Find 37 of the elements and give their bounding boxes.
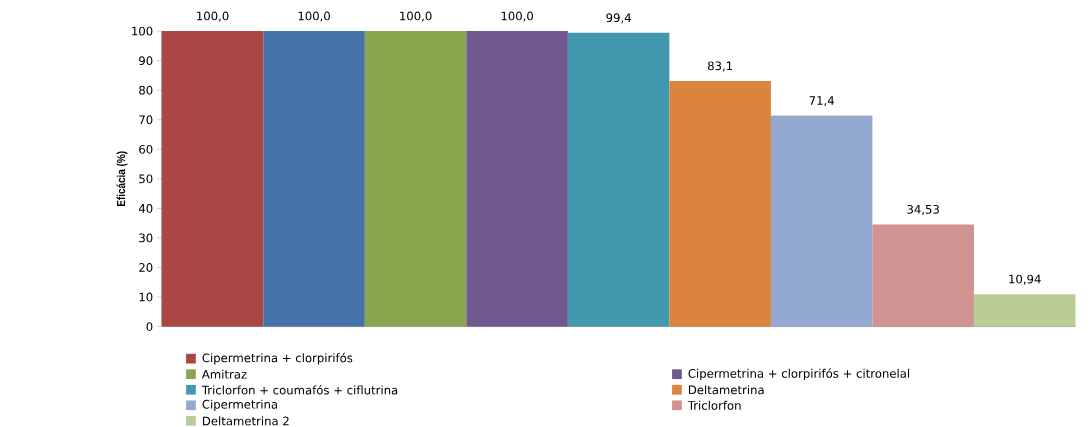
legend-label: Deltametrina: [688, 385, 764, 395]
bar: [364, 31, 467, 327]
bar: [973, 294, 1076, 327]
bar: [669, 81, 771, 327]
data-label: 34,53: [907, 205, 939, 216]
legend-label: Deltametrina 2: [202, 416, 289, 426]
data-label: 100,0: [298, 11, 330, 22]
data-label: 100,0: [400, 11, 432, 22]
y-tick-label: 90: [139, 56, 153, 66]
data-label: 100,0: [501, 11, 534, 22]
legend-label: Amitraz: [201, 369, 247, 379]
bar: [770, 115, 873, 327]
data-label: 83,1: [707, 61, 733, 72]
y-tick-label: 0: [146, 322, 153, 332]
y-tick-label: 40: [138, 204, 153, 213]
data-label: 10,94: [1009, 274, 1041, 285]
y-tick-label: 30: [139, 233, 153, 243]
legend-label: Triclorfon + coumafós + ciflutrina: [201, 385, 398, 395]
y-axis-title: Eficácia (%): [116, 151, 128, 207]
data-label: 99,4: [606, 13, 631, 24]
legend-label: Cipermetrina + clorpirifós: [202, 352, 353, 365]
y-tick-label: 100: [132, 26, 153, 36]
bar: [567, 33, 670, 327]
bar: [466, 31, 568, 327]
y-tick-label: 10: [139, 292, 153, 302]
y-tick-label: 20: [139, 263, 153, 273]
y-tick-label: 60: [139, 145, 153, 154]
y-tick-label: 80: [139, 85, 153, 95]
legend-label: Cipermetrina: [202, 399, 278, 412]
data-label: 71,4: [809, 96, 834, 107]
legend-label: Cipermetrina + clorpirifós + citronelal: [688, 368, 910, 381]
legend-label: Triclorfon: [687, 400, 741, 410]
y-tick-label: 50: [139, 174, 153, 184]
y-tick-label: 70: [139, 115, 153, 125]
data-label: 100,0: [197, 11, 229, 22]
bar: [263, 31, 365, 327]
bar: [872, 224, 974, 327]
